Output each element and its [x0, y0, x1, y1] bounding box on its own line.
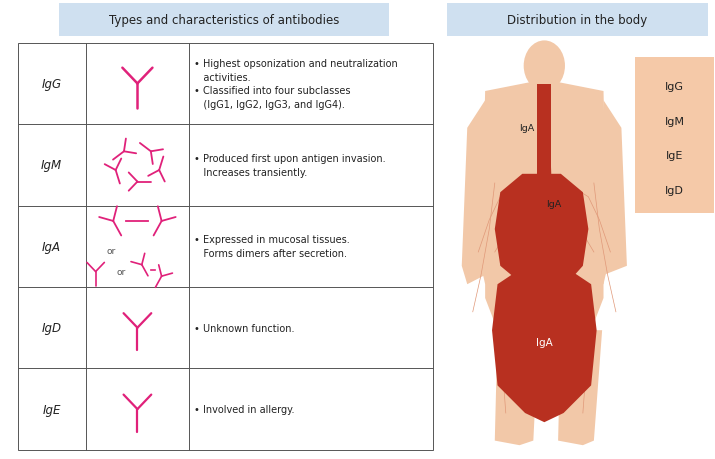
Text: or: or [107, 247, 116, 256]
Ellipse shape [523, 41, 565, 92]
Text: IgG: IgG [41, 78, 61, 91]
Bar [18, 44, 433, 450]
Polygon shape [603, 101, 627, 275]
Polygon shape [532, 83, 557, 94]
Polygon shape [558, 330, 602, 445]
Text: • Involved in allergy.: • Involved in allergy. [194, 404, 295, 414]
Text: IgD: IgD [665, 185, 684, 196]
Text: IgA: IgA [546, 200, 561, 209]
Bar [538, 85, 551, 184]
Text: • Produced first upon antigen invasion.
   Increases transiently.: • Produced first upon antigen invasion. … [194, 154, 386, 177]
Polygon shape [495, 174, 588, 294]
FancyBboxPatch shape [635, 57, 714, 213]
Text: IgA: IgA [519, 124, 534, 133]
FancyBboxPatch shape [447, 4, 708, 37]
Text: • Expressed in mucosal tissues.
   Forms dimers after secretion.: • Expressed in mucosal tissues. Forms di… [194, 235, 350, 258]
Polygon shape [485, 275, 603, 349]
Polygon shape [495, 330, 539, 445]
Text: Distribution in the body: Distribution in the body [507, 14, 648, 27]
Text: IgE: IgE [42, 403, 61, 416]
Text: Types and characteristics of antibodies: Types and characteristics of antibodies [109, 14, 340, 27]
FancyBboxPatch shape [59, 4, 389, 37]
Text: IgM: IgM [664, 117, 684, 127]
Text: IgA: IgA [42, 240, 61, 253]
Text: IgE: IgE [666, 151, 683, 161]
Polygon shape [481, 83, 608, 285]
Text: IgM: IgM [41, 159, 62, 172]
Text: or: or [116, 268, 125, 276]
Polygon shape [492, 266, 596, 422]
Text: IgD: IgD [41, 321, 61, 335]
Polygon shape [462, 101, 485, 285]
Text: IgG: IgG [665, 82, 684, 92]
Text: • Unknown function.: • Unknown function. [194, 323, 295, 333]
Text: IgA: IgA [536, 337, 553, 347]
Text: • Highest opsonization and neutralization
   activities.
• Classified into four : • Highest opsonization and neutralizatio… [194, 59, 398, 110]
